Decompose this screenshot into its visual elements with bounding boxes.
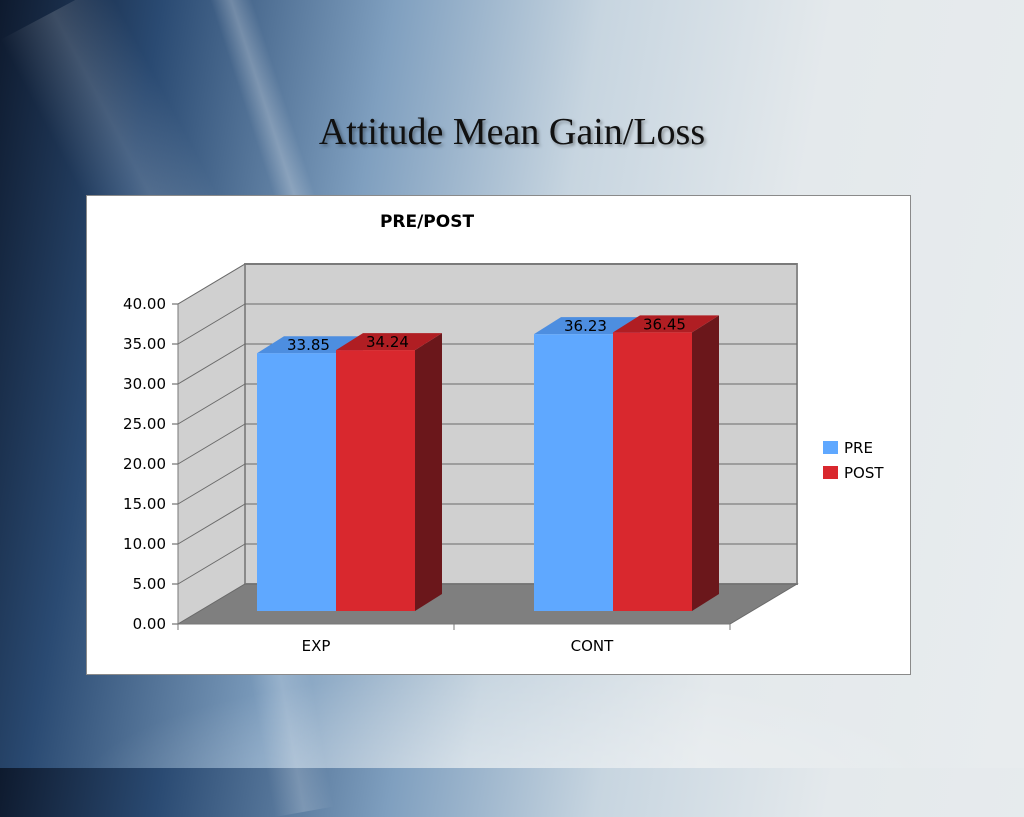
legend-label-pre: PRE [844, 439, 873, 457]
data-label: 34.24 [366, 333, 409, 351]
bar-post-exp [336, 350, 415, 611]
gridline-side [177, 263, 246, 305]
gridline-side [177, 503, 246, 545]
bar-post-cont [613, 332, 692, 611]
y-tick-label: 30.00 [123, 375, 166, 393]
gridline-side [177, 383, 246, 425]
bar-post-side [415, 333, 442, 611]
y-tick-label: 10.00 [123, 535, 166, 553]
data-label: 33.85 [287, 336, 330, 354]
bar-pre-top [257, 336, 363, 354]
y-tick-label: 25.00 [123, 415, 166, 433]
legend-swatch-post [823, 466, 838, 479]
chart-title: PRE/POST [380, 212, 475, 232]
gridline-side [177, 343, 246, 385]
y-tick-label: 35.00 [123, 335, 166, 353]
data-label: 36.23 [564, 317, 607, 335]
bar-chart: PRE/POST 0.00 5.00 10.00 15.00 20.00 25.00 30.0… [123, 212, 884, 655]
bar-pre-exp [257, 353, 336, 611]
y-tick-label: 20.00 [123, 455, 166, 473]
x-category-label: CONT [571, 637, 615, 655]
legend-swatch-pre [823, 441, 838, 454]
bar-post-top [613, 315, 719, 333]
gridline-side [177, 543, 246, 585]
x-category-label: EXP [302, 637, 331, 655]
y-tick-label: 40.00 [123, 295, 166, 313]
slide-title: Attitude Mean Gain/Loss [318, 111, 706, 153]
gridline-side [177, 423, 246, 465]
bar-post-side [692, 315, 719, 611]
y-tick-label: 15.00 [123, 495, 166, 513]
gridline-side [177, 303, 246, 345]
gridline-side [177, 463, 246, 505]
bar-pre-top [534, 317, 640, 335]
y-tick-label: 0.00 [133, 615, 166, 633]
bar-post-top [336, 333, 442, 351]
chart-frame: PRE/POST 0.00 5.00 10.00 15.00 20.00 25.00 30.0… [86, 195, 911, 675]
bar-pre-cont [534, 334, 613, 611]
y-tick-label: 5.00 [133, 575, 166, 593]
data-label: 36.45 [643, 315, 686, 333]
legend-label-post: POST [844, 464, 884, 482]
